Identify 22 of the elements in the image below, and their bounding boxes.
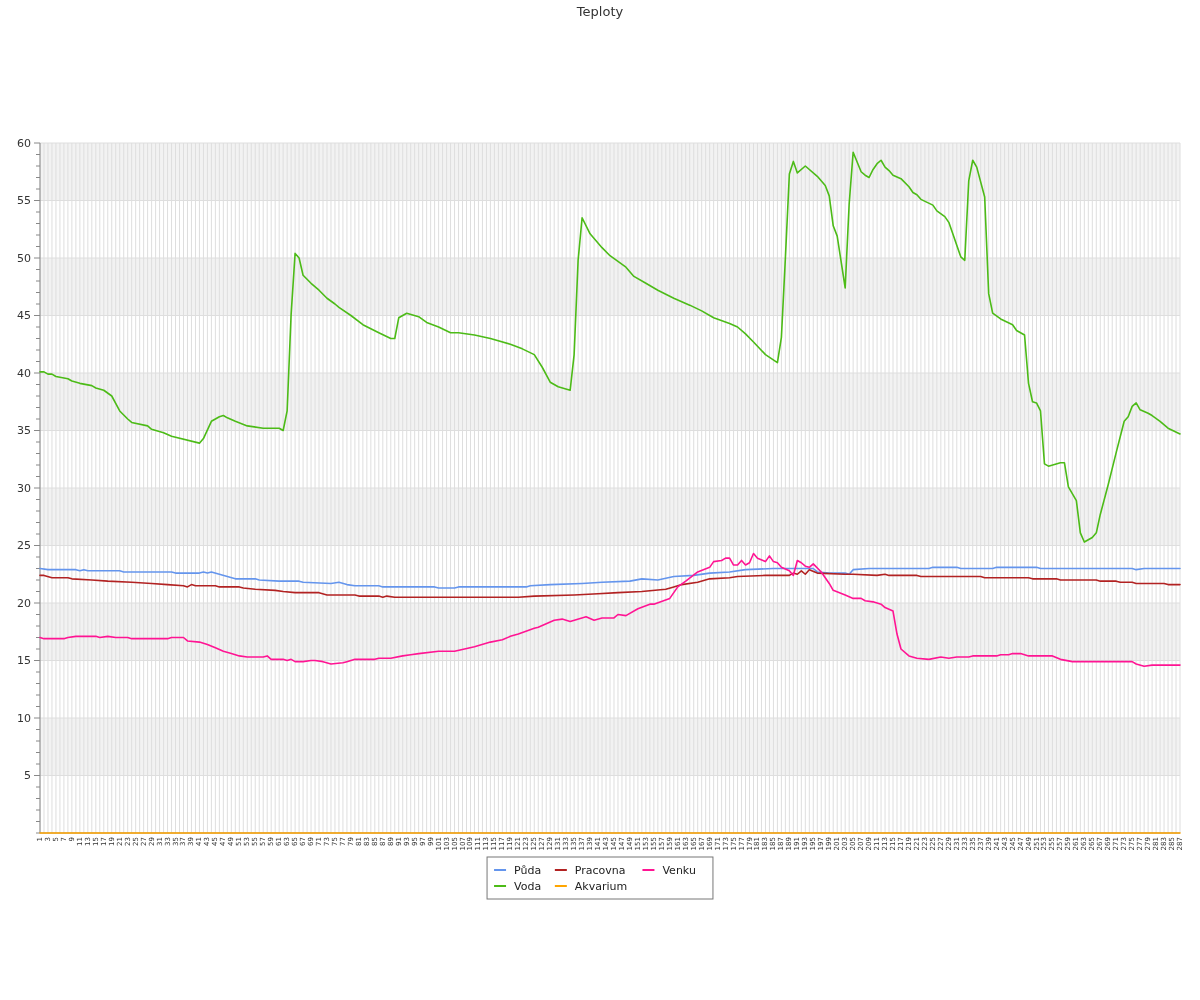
y-tick-label: 10	[17, 711, 31, 725]
legend-label: Venku	[662, 863, 696, 877]
legend-label: Akvarium	[574, 879, 628, 893]
line-series	[39, 566, 1181, 589]
y-tick-label: 20	[17, 596, 31, 610]
y-tick-label: 40	[17, 366, 31, 380]
y-tick-label: 15	[17, 654, 31, 667]
y-tick-label: 50	[17, 251, 31, 265]
legend-label: Půda	[514, 863, 542, 877]
y-tick-label: 5	[24, 769, 31, 782]
y-tick-label: 35	[17, 424, 31, 437]
y-tick-label: 60	[17, 136, 31, 150]
line-series	[39, 151, 1181, 543]
legend-label: Pracovna	[574, 863, 626, 877]
line-series	[39, 552, 1181, 668]
y-tick-label: 55	[17, 194, 31, 207]
chart-title: Teploty	[575, 4, 624, 19]
line-series	[39, 568, 1181, 599]
y-tick-label: 45	[17, 309, 31, 322]
y-tick-label: 30	[17, 481, 31, 495]
legend-label: Voda	[514, 879, 542, 893]
y-tick-label: 25	[17, 539, 31, 552]
